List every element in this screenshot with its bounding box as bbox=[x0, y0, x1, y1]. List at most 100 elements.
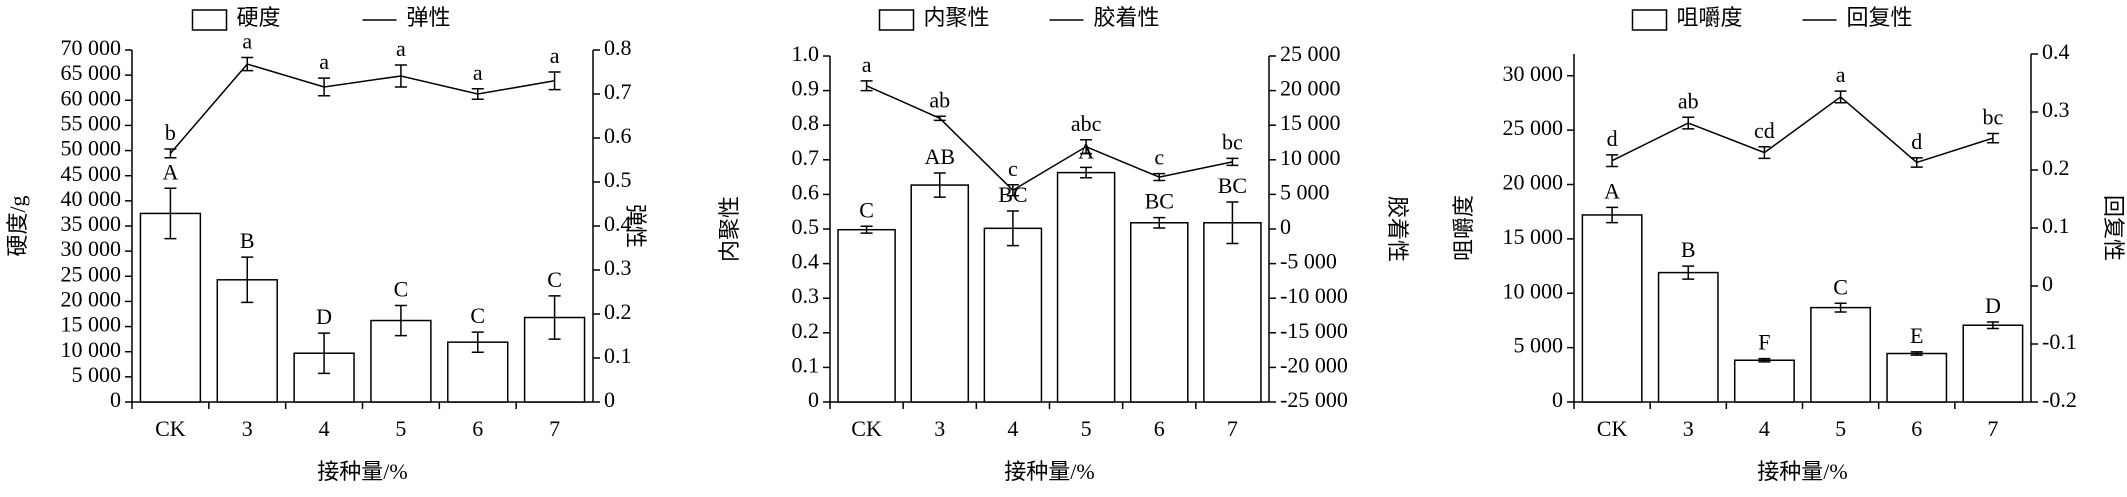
y-tick-label: 55 000 bbox=[61, 110, 122, 135]
error-bar bbox=[1910, 351, 1923, 356]
y2-tick-label: 0.2 bbox=[2042, 155, 2070, 180]
bar bbox=[139, 212, 202, 403]
x-tick-label: 6 bbox=[1154, 416, 1165, 441]
x-tick-label: 4 bbox=[1007, 416, 1018, 441]
error-bar bbox=[1682, 265, 1695, 280]
y2-tick-label: 0.1 bbox=[2042, 213, 2070, 238]
significance-label: C bbox=[859, 197, 874, 222]
significance-label: F bbox=[1758, 330, 1770, 355]
significance-label: bc bbox=[1222, 129, 1243, 154]
y-tick-label: 1.0 bbox=[792, 41, 820, 66]
y-tick-label: 0 bbox=[808, 387, 819, 412]
y-tick-label: 10 000 bbox=[1503, 278, 1564, 303]
y-tick-label: 25 000 bbox=[1503, 115, 1564, 140]
y-tick-label: 15 000 bbox=[61, 312, 122, 337]
significance-label: ab bbox=[929, 87, 950, 112]
error-bar bbox=[1606, 154, 1619, 168]
x-tick-label: 5 bbox=[1081, 416, 1092, 441]
significance-label: C bbox=[547, 267, 562, 292]
bar bbox=[1129, 222, 1189, 403]
y-tick-label: 40 000 bbox=[61, 186, 122, 211]
significance-label: BC bbox=[1218, 173, 1247, 198]
error-bar bbox=[1226, 157, 1239, 167]
bar bbox=[1733, 359, 1795, 403]
y2-tick-label: 0.5 bbox=[604, 167, 632, 192]
significance-label: bc bbox=[1983, 105, 2004, 130]
y-tick-label: 30 000 bbox=[61, 236, 122, 261]
significance-label: a bbox=[242, 29, 252, 54]
error-bar bbox=[860, 225, 873, 234]
legend-label: 咀嚼度 bbox=[1677, 5, 1743, 30]
y-tick-label: 0.4 bbox=[792, 249, 820, 274]
y2-tick-label: 0.4 bbox=[604, 211, 632, 236]
bar bbox=[1581, 214, 1643, 403]
x-tick-label: CK bbox=[1597, 416, 1628, 441]
significance-label: a bbox=[862, 52, 872, 77]
significance-label: d bbox=[1607, 126, 1618, 151]
significance-label: abc bbox=[1071, 111, 1102, 136]
bar bbox=[1203, 222, 1262, 403]
bar bbox=[1886, 352, 1948, 403]
significance-label: C bbox=[1833, 274, 1848, 299]
significance-label: a bbox=[1836, 62, 1846, 87]
y-tick-label: 15 000 bbox=[1503, 224, 1564, 249]
error-bar bbox=[548, 295, 561, 340]
y-tick-label: 70 000 bbox=[61, 35, 122, 60]
x-tick-label: 6 bbox=[472, 416, 483, 441]
error-bar bbox=[1834, 302, 1847, 313]
bar bbox=[983, 227, 1043, 403]
y-tick-label: 65 000 bbox=[61, 60, 122, 85]
significance-label: a bbox=[319, 49, 329, 74]
error-bar bbox=[1986, 132, 1999, 144]
bar bbox=[1810, 306, 1872, 403]
y2-tick-label: 0 bbox=[604, 387, 615, 412]
y-tick-label: 0.2 bbox=[792, 318, 820, 343]
error-bar bbox=[394, 304, 407, 337]
legend-label: 弹性 bbox=[407, 5, 451, 30]
y-axis-label: 咀嚼度 bbox=[1451, 195, 1476, 261]
x-tick-label: CK bbox=[851, 416, 882, 441]
y2-tick-label: 0.7 bbox=[604, 79, 632, 104]
y-tick-label: 0 bbox=[1552, 387, 1563, 412]
x-axis-label: 接种量/% bbox=[1757, 459, 1847, 484]
y-tick-label: 20 000 bbox=[1503, 170, 1564, 195]
x-tick-label: 6 bbox=[1911, 416, 1922, 441]
error-bar bbox=[860, 80, 873, 92]
x-tick-label: CK bbox=[155, 416, 186, 441]
y-tick-label: 0.8 bbox=[792, 110, 820, 135]
error-bar bbox=[1153, 216, 1166, 229]
significance-label: C bbox=[394, 276, 409, 301]
bar bbox=[837, 228, 896, 403]
y-tick-label: 0.1 bbox=[792, 352, 820, 377]
significance-label: c bbox=[1154, 145, 1164, 170]
legend-swatch bbox=[1631, 9, 1668, 31]
legend-label: 胶着性 bbox=[1094, 5, 1160, 30]
error-bar bbox=[471, 331, 484, 353]
y2-tick-label: 0.8 bbox=[604, 35, 632, 60]
y-tick-label: 0.7 bbox=[792, 145, 820, 170]
significance-label: a bbox=[550, 43, 560, 68]
y-tick-label: 60 000 bbox=[61, 85, 122, 110]
legend-swatch bbox=[878, 9, 915, 31]
x-tick-label: 4 bbox=[1759, 416, 1770, 441]
x-tick-label: 7 bbox=[1227, 416, 1238, 441]
y-axis-label: 内聚性 bbox=[717, 196, 742, 262]
error-bar bbox=[1986, 321, 1999, 330]
x-tick-label: 4 bbox=[319, 416, 330, 441]
significance-label: C bbox=[470, 303, 485, 328]
x-tick-label: 3 bbox=[242, 416, 253, 441]
significance-label: D bbox=[316, 304, 332, 329]
error-bar bbox=[933, 172, 946, 198]
x-tick-label: 3 bbox=[934, 416, 945, 441]
x-tick-label: 5 bbox=[1835, 416, 1846, 441]
significance-label: cd bbox=[1754, 118, 1775, 143]
significance-label: c bbox=[1008, 156, 1018, 181]
y2-axis-label: 回复性 bbox=[2101, 195, 2126, 261]
y-tick-label: 0 bbox=[110, 387, 121, 412]
x-tick-label: 5 bbox=[395, 416, 406, 441]
error-bar bbox=[318, 332, 331, 375]
significance-label: a bbox=[396, 36, 406, 61]
y2-tick-label: 0.4 bbox=[2042, 39, 2070, 64]
